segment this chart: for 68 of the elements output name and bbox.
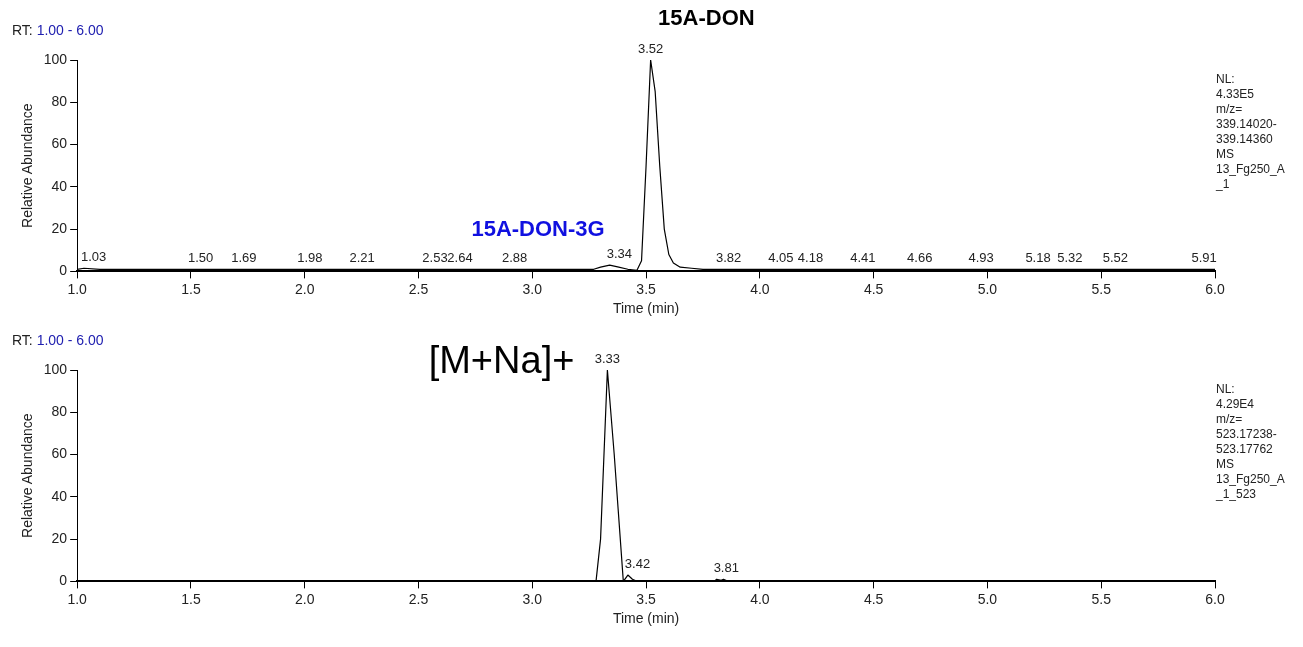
- text: NL: 4.29E4 m/z= 523.17238- 523.17762 MS 13_Fg250_A _1_523: [1216, 382, 1285, 502]
- y-tick-label: 20: [51, 529, 68, 546]
- x-tick-label: 5.5: [1091, 590, 1112, 607]
- annotation: 3.52: [637, 41, 664, 57]
- y-tick-label: 60: [51, 445, 68, 462]
- x-tick-label: 3.5: [636, 280, 657, 297]
- x-axis-title: Time (min): [612, 300, 680, 317]
- x-tick-label: 1.5: [181, 280, 201, 297]
- y-tick-label: 0: [59, 572, 68, 589]
- y-tick-label: 40: [51, 177, 68, 194]
- annotation: 4.05: [768, 250, 794, 266]
- x-tick-label: 6.0: [1205, 280, 1225, 297]
- annotation: 5.52: [1102, 250, 1129, 266]
- x-tick-label: 4.5: [863, 590, 884, 607]
- annotation: 1.69: [231, 250, 257, 266]
- annotation: 5.18: [1025, 250, 1051, 266]
- x-tick-label: 2.0: [294, 280, 315, 297]
- x-tick-label: 3.5: [636, 590, 657, 607]
- x-tick-label: 1.5: [181, 590, 201, 607]
- x-tick-label: 2.5: [408, 280, 429, 297]
- x-tick-label: 2.5: [408, 590, 429, 607]
- y-tick-label: 80: [51, 93, 68, 110]
- chart-title: [M+Na]+: [428, 339, 575, 382]
- annotation: 4.41: [850, 250, 876, 266]
- annotation: 15A-DON-3G: [471, 216, 605, 242]
- x-tick-label: 6.0: [1205, 590, 1225, 607]
- annotation: 2.88: [501, 250, 528, 266]
- annotation: 1.03: [80, 249, 107, 265]
- annotation: 3.82: [715, 250, 742, 266]
- annotation: 3.42: [624, 556, 651, 572]
- annotation: 4.66: [907, 250, 933, 266]
- annotation: 3.33: [594, 351, 621, 367]
- annotation: 3.81: [713, 560, 739, 576]
- y-tick-label: 100: [43, 360, 68, 377]
- x-tick-label: 5.5: [1091, 280, 1112, 297]
- annotation: 2.64: [447, 250, 473, 266]
- y-tick-label: 60: [51, 135, 68, 152]
- text: NL: 4.33E5 m/z= 339.14020- 339.14360 MS 13_Fg250_A _1: [1216, 72, 1285, 192]
- y-axis-title: Relative Abundance: [19, 413, 36, 538]
- y-tick-label: 20: [51, 219, 68, 236]
- text: RT: 1.00 - 6.00: [12, 332, 104, 348]
- x-tick-label: 3.0: [522, 280, 543, 297]
- y-tick-label: 80: [51, 403, 68, 420]
- x-tick-label: 3.0: [522, 590, 543, 607]
- y-tick-label: 0: [59, 262, 68, 279]
- x-tick-label: 5.0: [977, 590, 998, 607]
- annotation: 5.32: [1057, 250, 1083, 266]
- x-tick-label: 2.0: [294, 590, 315, 607]
- annotation: 1.98: [297, 250, 323, 266]
- x-axis-title: Time (min): [612, 610, 680, 627]
- annotation: 5.91: [1191, 250, 1217, 266]
- annotation: 1.50: [187, 250, 214, 266]
- chart-title: 15A-DON: [658, 5, 755, 31]
- annotation: 2.21: [349, 250, 375, 266]
- x-tick-label: 5.0: [977, 280, 998, 297]
- x-tick-label: 1.0: [67, 280, 88, 297]
- annotation: 4.93: [968, 250, 994, 266]
- y-tick-label: 40: [51, 487, 68, 504]
- text: RT: 1.00 - 6.00: [12, 22, 104, 38]
- annotation: 2.53: [422, 250, 448, 266]
- annotation: 3.34: [606, 246, 632, 262]
- y-axis-title: Relative Abundance: [19, 103, 36, 228]
- x-tick-label: 4.5: [863, 280, 884, 297]
- x-tick-label: 4.0: [750, 590, 770, 607]
- x-tick-label: 4.0: [750, 280, 770, 297]
- annotation: 4.18: [797, 250, 824, 266]
- x-tick-label: 1.0: [67, 590, 88, 607]
- y-tick-label: 100: [43, 50, 68, 67]
